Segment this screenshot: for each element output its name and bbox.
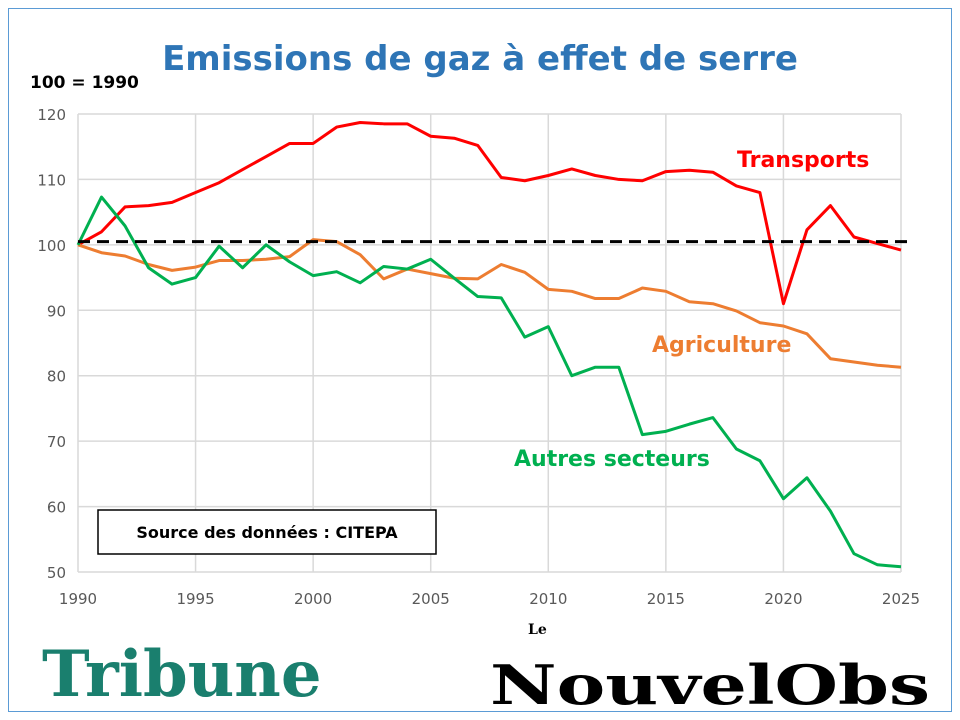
x-tick-label: 2025	[882, 590, 920, 608]
y-tick-label: 120	[37, 106, 66, 124]
nouvel-obs-logo: NouvelObs	[490, 653, 930, 717]
series-label-autres-secteurs: Autres secteurs	[514, 447, 710, 472]
x-tick-label: 2015	[647, 590, 685, 608]
x-tick-label: 2020	[764, 590, 802, 608]
chart-title: Emissions de gaz à effet de serre	[162, 39, 798, 79]
y-tick-label: 90	[47, 302, 66, 320]
series-line-agriculture	[77, 238, 902, 369]
x-tick-label: 2005	[412, 590, 450, 608]
y-axis-label: 100 = 1990	[30, 73, 139, 93]
series-label-transports: Transports	[737, 148, 869, 173]
nouvel-obs-logo-le: Le	[528, 622, 547, 638]
y-tick-label: 110	[37, 171, 66, 189]
x-tick-label: 2010	[529, 590, 567, 608]
x-tick-label: 2000	[294, 590, 332, 608]
y-tick-label: 80	[47, 368, 66, 386]
y-tick-label: 70	[47, 433, 66, 451]
series-label-agriculture: Agriculture	[652, 333, 791, 358]
y-tick-label: 50	[47, 564, 66, 582]
x-tick-label: 1990	[59, 590, 97, 608]
source-annotation: Source des données : CITEPA	[136, 523, 398, 542]
series-line-transports	[77, 121, 902, 306]
y-tick-label: 60	[47, 499, 66, 517]
source-box	[97, 509, 437, 555]
figure-frame	[8, 8, 952, 712]
series-line-autres-secteurs	[76, 195, 902, 569]
y-tick-label: 100	[37, 237, 66, 255]
x-tick-label: 1995	[176, 590, 214, 608]
tribune-logo: Tribune	[42, 637, 322, 712]
